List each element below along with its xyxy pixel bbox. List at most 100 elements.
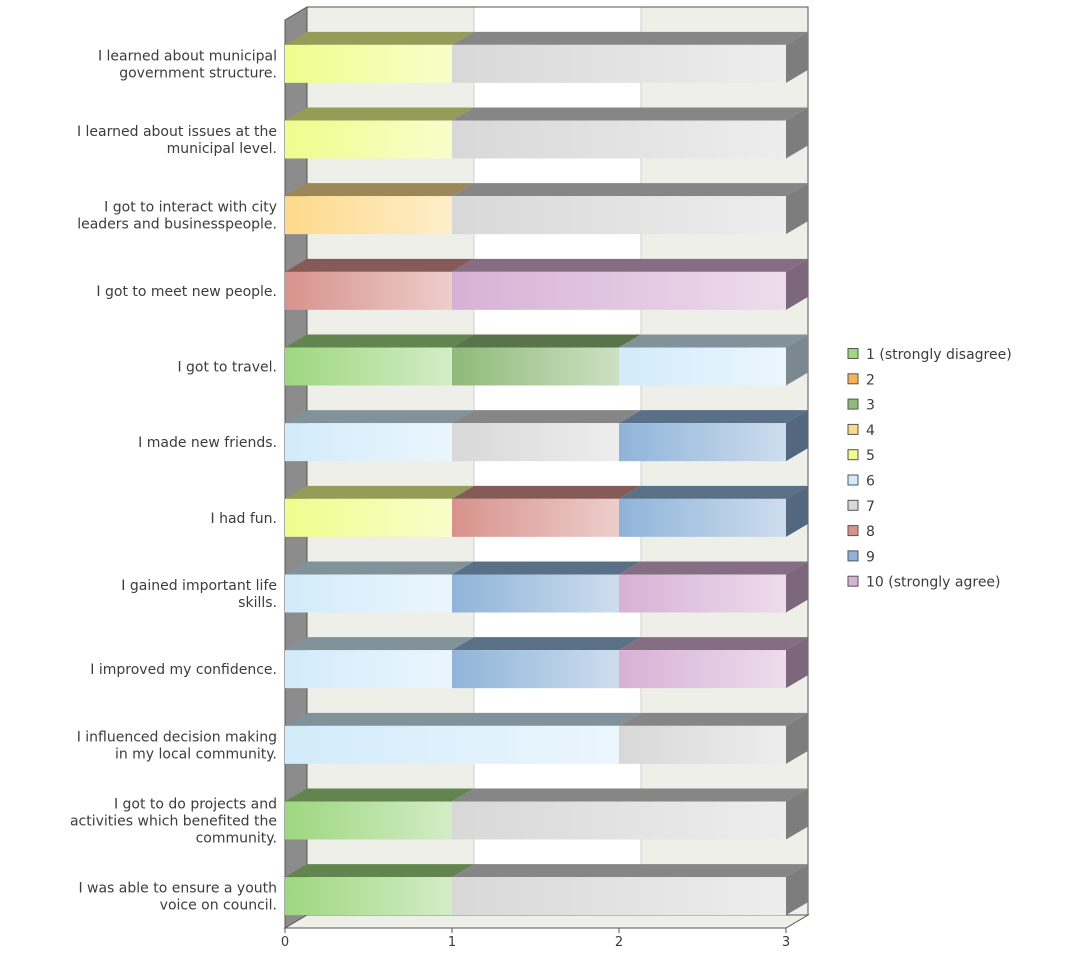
legend-label: 6 — [866, 474, 875, 490]
bar-front — [452, 574, 619, 613]
bar-front — [285, 423, 452, 462]
bar-top — [452, 410, 641, 424]
bar-front — [285, 271, 452, 310]
bar-front — [285, 44, 452, 83]
category-label-line: leaders and businesspeople. — [77, 217, 277, 233]
bar-segment — [452, 561, 641, 613]
bar-front — [452, 44, 786, 83]
legend-item: 6 — [847, 474, 875, 490]
category-label-line: I had fun. — [211, 511, 278, 527]
bar-segment — [619, 712, 808, 764]
legend-item: 9 — [847, 549, 875, 565]
bar-front — [452, 120, 786, 159]
category-label: I got to interact with city leaders and b… — [77, 200, 277, 233]
legend-swatch — [847, 348, 859, 359]
bar-front — [285, 347, 452, 386]
legend-swatch — [847, 423, 859, 435]
category-label-line: I was able to ensure a youth — [78, 881, 277, 897]
category-label-line: I made new friends. — [138, 435, 277, 451]
bar-front — [285, 196, 452, 235]
bar-top — [452, 788, 808, 802]
category-label-line: in my local community. — [115, 746, 277, 762]
bar-side — [786, 637, 808, 689]
bar-segment — [285, 334, 474, 386]
bar-top — [452, 183, 808, 197]
legend-item: 2 — [847, 372, 875, 388]
bar-top — [619, 561, 808, 575]
legend-item: 4 — [847, 423, 875, 439]
category-label: I had fun. — [211, 511, 278, 527]
legend-swatch — [847, 474, 859, 486]
bar-front — [452, 423, 619, 462]
category-label-line: skills. — [238, 595, 277, 611]
bar-top — [285, 788, 474, 802]
bar-front — [452, 650, 619, 689]
bar-top — [285, 258, 474, 272]
legend-item: 8 — [847, 524, 875, 540]
legend-item: 7 — [847, 499, 875, 515]
legend-swatch — [847, 449, 859, 461]
bar-top — [285, 334, 474, 348]
category-label-line: activities which benefited the — [70, 814, 277, 830]
legend-label: 5 — [866, 448, 875, 464]
bar-top — [285, 107, 474, 121]
category-label-line: I got to meet new people. — [96, 284, 277, 300]
legend-item: 10 (strongly agree) — [847, 575, 1001, 591]
bar-segment — [452, 410, 641, 462]
bar-top — [619, 485, 808, 499]
bar-segment — [619, 485, 808, 537]
category-label-line: I learned about municipal — [98, 48, 277, 64]
bar-top — [285, 864, 474, 878]
bar-front — [285, 877, 452, 916]
bar-side — [786, 107, 808, 159]
category-label-line: I got to do projects and — [114, 797, 277, 813]
legend-label: 2 — [866, 372, 875, 388]
bar-segment — [285, 561, 474, 613]
bar-top — [452, 334, 641, 348]
category-label-line: government structure. — [119, 65, 277, 81]
bar-top — [619, 637, 808, 651]
bar-segment — [285, 258, 474, 310]
x-tick-label: 0 — [281, 935, 289, 950]
bar-front — [619, 347, 786, 386]
x-tick-label: 3 — [782, 935, 790, 950]
bar-top — [452, 485, 641, 499]
bar-side — [786, 258, 808, 310]
bar-top — [285, 183, 474, 197]
legend-label: 3 — [866, 398, 875, 414]
category-labels: I learned about municipal government stru… — [70, 48, 277, 913]
bar-top — [285, 637, 474, 651]
bar-segment — [619, 410, 808, 462]
bar-side — [786, 788, 808, 840]
bar-top — [452, 637, 641, 651]
bar-top — [619, 334, 808, 348]
bar-front — [452, 196, 786, 235]
bar-front — [452, 347, 619, 386]
legend-swatch — [847, 398, 859, 410]
bar-top — [619, 712, 808, 726]
category-label-line: I learned about issues at the — [77, 124, 277, 140]
legend-swatch — [847, 499, 859, 511]
category-label-line: I gained important life — [121, 578, 277, 594]
axes-group: 0 1 2 3 — [281, 927, 790, 950]
legend-label: 9 — [866, 549, 875, 565]
bar-top — [452, 561, 641, 575]
floor — [283, 914, 810, 929]
bar-front — [619, 498, 786, 537]
legend-label: 8 — [866, 524, 875, 540]
bar-front — [285, 725, 619, 764]
category-label: I learned about municipal government stru… — [98, 48, 277, 81]
category-label-line: I got to travel. — [177, 360, 277, 376]
category-label-line: I improved my confidence. — [90, 662, 277, 678]
legend-swatch — [847, 550, 859, 562]
bar-segment — [619, 637, 808, 689]
bar-segment — [452, 183, 808, 235]
legend-label: 4 — [866, 423, 875, 439]
category-label: I improved my confidence. — [90, 662, 277, 678]
bar-segment — [285, 107, 474, 159]
bar-segment — [452, 788, 808, 840]
category-label-line: I got to interact with city — [104, 200, 277, 216]
legend-item: 5 — [847, 448, 875, 464]
bar-front — [619, 650, 786, 689]
bar-segment — [285, 485, 474, 537]
